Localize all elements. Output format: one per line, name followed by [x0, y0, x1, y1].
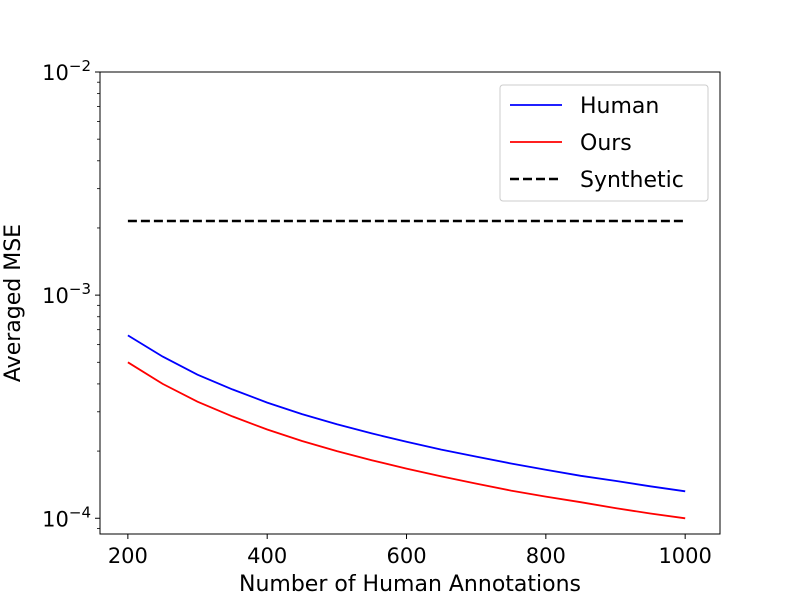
plot-frame [99, 71, 721, 535]
legend-label-ours: Ours [580, 131, 632, 156]
x-axis-label: Number of Human Annotations [239, 572, 581, 597]
y-tick-label: 10−3 [42, 280, 91, 308]
legend-label-synthetic: Synthetic [580, 168, 684, 193]
series-line-human [127, 334, 686, 493]
legend: Human Ours Synthetic [499, 84, 709, 202]
legend-box [499, 84, 709, 202]
legend-items: Human Ours Synthetic [510, 94, 684, 193]
legend-label-human: Human [580, 94, 659, 119]
y-tick-label: 10−2 [42, 57, 91, 85]
x-axis-ticks: 200 400 600 800 1000 [108, 534, 712, 568]
x-tick-label: 800 [526, 544, 566, 568]
x-tick-label: 1000 [658, 544, 711, 568]
y-axis-label: Averaged MSE [1, 224, 26, 382]
x-tick-label: 200 [108, 544, 148, 568]
x-tick-label: 600 [386, 544, 426, 568]
series-line-ours [127, 361, 686, 520]
y-tick-label: 10−4 [42, 503, 91, 531]
series-layer [127, 219, 686, 520]
x-tick-label: 400 [247, 544, 287, 568]
y-axis-ticks: 10−4 10−3 10−2 [42, 57, 100, 531]
